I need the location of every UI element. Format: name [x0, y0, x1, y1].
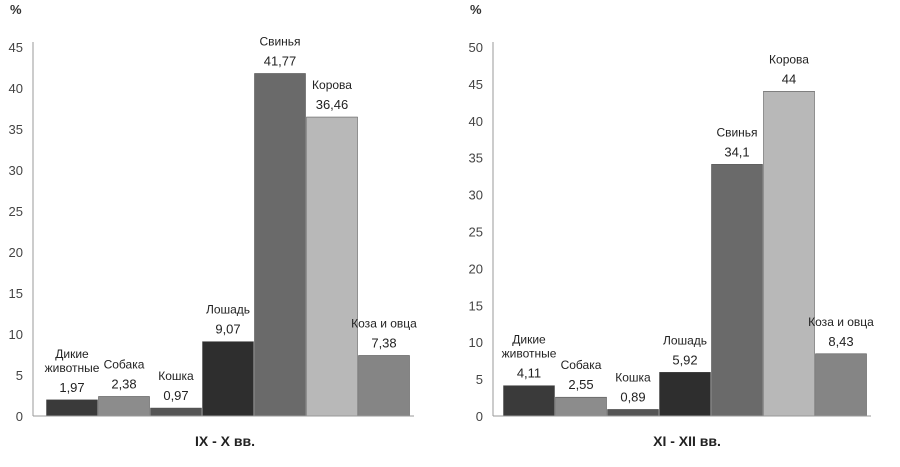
data-label: 0,89 — [620, 389, 645, 404]
y-tick-label: 0 — [476, 409, 483, 424]
bar — [358, 355, 410, 417]
category-label: Лошадь — [206, 303, 250, 317]
bar — [503, 385, 555, 417]
bar — [254, 73, 306, 417]
y-tick-label: 15 — [469, 298, 483, 313]
data-label: 0,97 — [163, 388, 188, 403]
data-label: 2,38 — [111, 376, 136, 391]
bar — [202, 341, 254, 417]
y-axis-unit-label: % — [470, 2, 482, 17]
y-tick-label: 10 — [9, 327, 23, 342]
data-label: 44 — [782, 71, 796, 86]
category-label: Дикие — [55, 347, 89, 361]
y-tick-label: 0 — [16, 409, 23, 424]
bar — [711, 164, 763, 417]
category-label: Коза и овца — [351, 316, 417, 330]
y-tick-label: 15 — [9, 286, 23, 301]
y-tick-label: 5 — [16, 368, 23, 383]
bar — [306, 116, 358, 417]
category-label: Кошка — [158, 369, 194, 383]
y-tick-label: 45 — [9, 40, 23, 55]
bar — [815, 353, 867, 417]
category-label: животные — [502, 347, 557, 361]
category-label: Лошадь — [663, 333, 707, 347]
category-label: Собака — [104, 357, 145, 371]
category-label: Свинья — [716, 125, 757, 139]
y-tick-label: 35 — [9, 122, 23, 137]
bar — [98, 396, 150, 417]
y-tick-label: 40 — [469, 114, 483, 129]
data-label: 1,97 — [59, 380, 84, 395]
data-label: 36,46 — [316, 97, 349, 112]
data-label: 4,11 — [517, 366, 541, 381]
category-label: Собака — [561, 358, 602, 372]
bar — [607, 409, 659, 417]
y-tick-label: 25 — [9, 204, 23, 219]
bar — [763, 91, 815, 417]
y-tick-label: 20 — [469, 261, 483, 276]
data-label: 34,1 — [724, 144, 749, 159]
category-label: животные — [45, 361, 100, 375]
bar — [150, 407, 202, 417]
y-tick-label: 40 — [9, 81, 23, 96]
bar — [46, 399, 98, 417]
category-label: Кошка — [615, 370, 651, 384]
chart-title: IX - X вв. — [195, 433, 255, 449]
category-label: Свинья — [259, 34, 300, 48]
y-tick-label: 25 — [469, 225, 483, 240]
y-tick-label: 10 — [469, 335, 483, 350]
data-label: 7,38 — [371, 335, 396, 350]
bar — [555, 396, 607, 417]
category-label: Корова — [312, 78, 352, 92]
data-label: 2,55 — [568, 377, 593, 392]
y-tick-label: 45 — [469, 77, 483, 92]
y-tick-label: 5 — [476, 372, 483, 387]
y-tick-label: 30 — [9, 163, 23, 178]
category-label: Корова — [769, 52, 809, 66]
bar — [659, 372, 711, 417]
chart-title: XI - XII вв. — [653, 433, 721, 449]
category-label: Дикие — [512, 333, 546, 347]
data-label: 41,77 — [264, 53, 297, 68]
data-label: 5,92 — [672, 352, 697, 367]
category-label: Коза и овца — [808, 315, 874, 329]
y-tick-label: 20 — [9, 245, 23, 260]
y-tick-label: 30 — [469, 188, 483, 203]
y-tick-label: 35 — [469, 151, 483, 166]
y-axis-unit-label: % — [10, 2, 22, 17]
data-label: 8,43 — [828, 334, 853, 349]
y-tick-label: 50 — [469, 40, 483, 55]
data-label: 9,07 — [215, 322, 240, 337]
